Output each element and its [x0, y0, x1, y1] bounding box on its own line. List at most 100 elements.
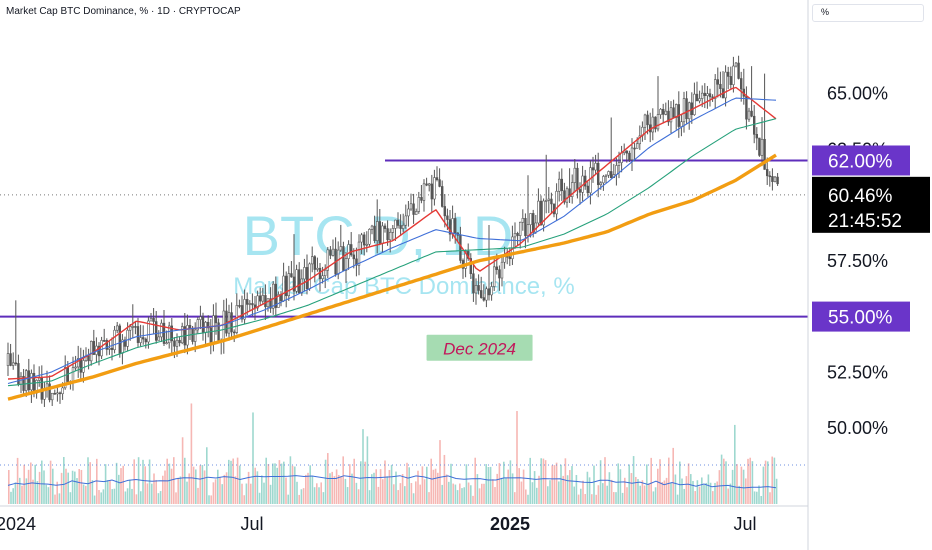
- volume-bar: [137, 457, 140, 504]
- candle-body: [492, 266, 496, 287]
- volume-bar: [690, 474, 692, 504]
- volume-bar: [175, 492, 177, 504]
- candle-body: [368, 229, 371, 245]
- candle-body: [667, 110, 670, 123]
- volume-bar: [344, 478, 347, 504]
- candle-body: [414, 211, 418, 215]
- candle-body: [435, 177, 439, 180]
- volume-bar: [188, 473, 190, 504]
- volume-bar: [267, 463, 270, 504]
- volume-bar: [474, 457, 476, 504]
- candle-body: [617, 162, 621, 166]
- level-price-tag[interactable]: [812, 301, 910, 332]
- candle-body: [765, 169, 769, 177]
- candle-body: [277, 294, 280, 308]
- volume-bar: [718, 470, 721, 504]
- price-axis[interactable]: 65.00%62.50%57.50%52.50%50.00%: [827, 84, 888, 439]
- last-price-tag[interactable]: [812, 176, 930, 233]
- volume-bar: [421, 466, 424, 504]
- volume-bar: [703, 484, 705, 504]
- time-axis[interactable]: 2024 Jul 2025 Jul: [0, 514, 757, 534]
- candle-body: [136, 326, 140, 343]
- volume-bar: [654, 487, 657, 504]
- candle-body: [609, 171, 613, 179]
- candle-body: [12, 362, 15, 366]
- annotation-box[interactable]: [426, 334, 533, 361]
- candle-body: [555, 190, 558, 215]
- candle-body: [246, 299, 249, 305]
- volume-bar: [492, 479, 494, 504]
- volume-bar: [769, 492, 771, 504]
- candle-body: [599, 182, 603, 186]
- candle-body: [708, 93, 712, 98]
- candle-body: [446, 215, 449, 220]
- volume-bar: [56, 481, 58, 504]
- candle-body: [635, 143, 639, 149]
- candle-body: [87, 355, 90, 362]
- candle-body: [482, 297, 485, 301]
- candle-body: [589, 167, 592, 194]
- volume-bar: [564, 458, 567, 504]
- volume-bar: [318, 487, 320, 504]
- volume-bar: [272, 463, 274, 504]
- volume-bar: [767, 461, 769, 504]
- volume-bar: [32, 479, 34, 504]
- volume-bar: [430, 458, 432, 504]
- candle-body: [430, 183, 433, 200]
- volume-bar: [362, 429, 364, 504]
- volume-bar: [129, 479, 131, 504]
- volume-bar: [232, 458, 234, 504]
- candle-body: [620, 152, 623, 163]
- volume-bar: [729, 483, 732, 504]
- volume-bar: [296, 481, 298, 504]
- volume-bar: [162, 475, 164, 504]
- candle-body: [365, 243, 368, 246]
- volume-bar: [386, 476, 388, 504]
- candle-body: [563, 190, 566, 203]
- candle-body: [381, 225, 384, 244]
- volume-bar: [445, 474, 448, 504]
- candle-body: [308, 263, 311, 290]
- volume-bar: [217, 469, 219, 504]
- candle-body: [129, 326, 132, 331]
- volume-bar: [478, 488, 481, 504]
- candle-body: [607, 171, 610, 176]
- volume-bar: [588, 477, 591, 504]
- volume-bar: [586, 471, 589, 504]
- volume-bar: [584, 493, 586, 504]
- volume-bar: [382, 479, 384, 504]
- ma-slow-line: [7, 118, 777, 387]
- volume-bar: [536, 487, 538, 504]
- candle-body: [768, 175, 772, 178]
- candle-body: [508, 256, 511, 260]
- volume-bar: [643, 485, 646, 504]
- candle-body: [139, 337, 142, 343]
- level-price-text: 55.00%: [828, 308, 893, 329]
- volume-bar: [69, 492, 72, 504]
- candle-body: [131, 326, 134, 328]
- volume-bar: [80, 469, 83, 504]
- candle-body: [199, 316, 202, 320]
- axis-unit-selector[interactable]: %: [812, 4, 924, 22]
- candle-body: [427, 183, 431, 186]
- volume-bar: [71, 470, 74, 504]
- volume-bar: [419, 484, 421, 504]
- volume-bar: [184, 457, 186, 504]
- volume-bar: [459, 483, 461, 504]
- volume-bar: [54, 494, 56, 504]
- volume-bar: [228, 459, 230, 504]
- candle-body: [750, 110, 753, 117]
- volume-bar: [208, 495, 210, 504]
- volume-bar: [113, 488, 116, 504]
- volume-bar: [254, 467, 256, 504]
- candle-body: [758, 137, 761, 156]
- candle-body: [282, 275, 285, 302]
- volume-bar: [617, 463, 619, 504]
- volume-bar: [439, 440, 441, 504]
- candles: [6, 55, 779, 407]
- level-price-tag[interactable]: [812, 145, 910, 176]
- candle-body: [378, 221, 381, 244]
- candle-body: [495, 266, 498, 270]
- volume-bar: [738, 485, 740, 504]
